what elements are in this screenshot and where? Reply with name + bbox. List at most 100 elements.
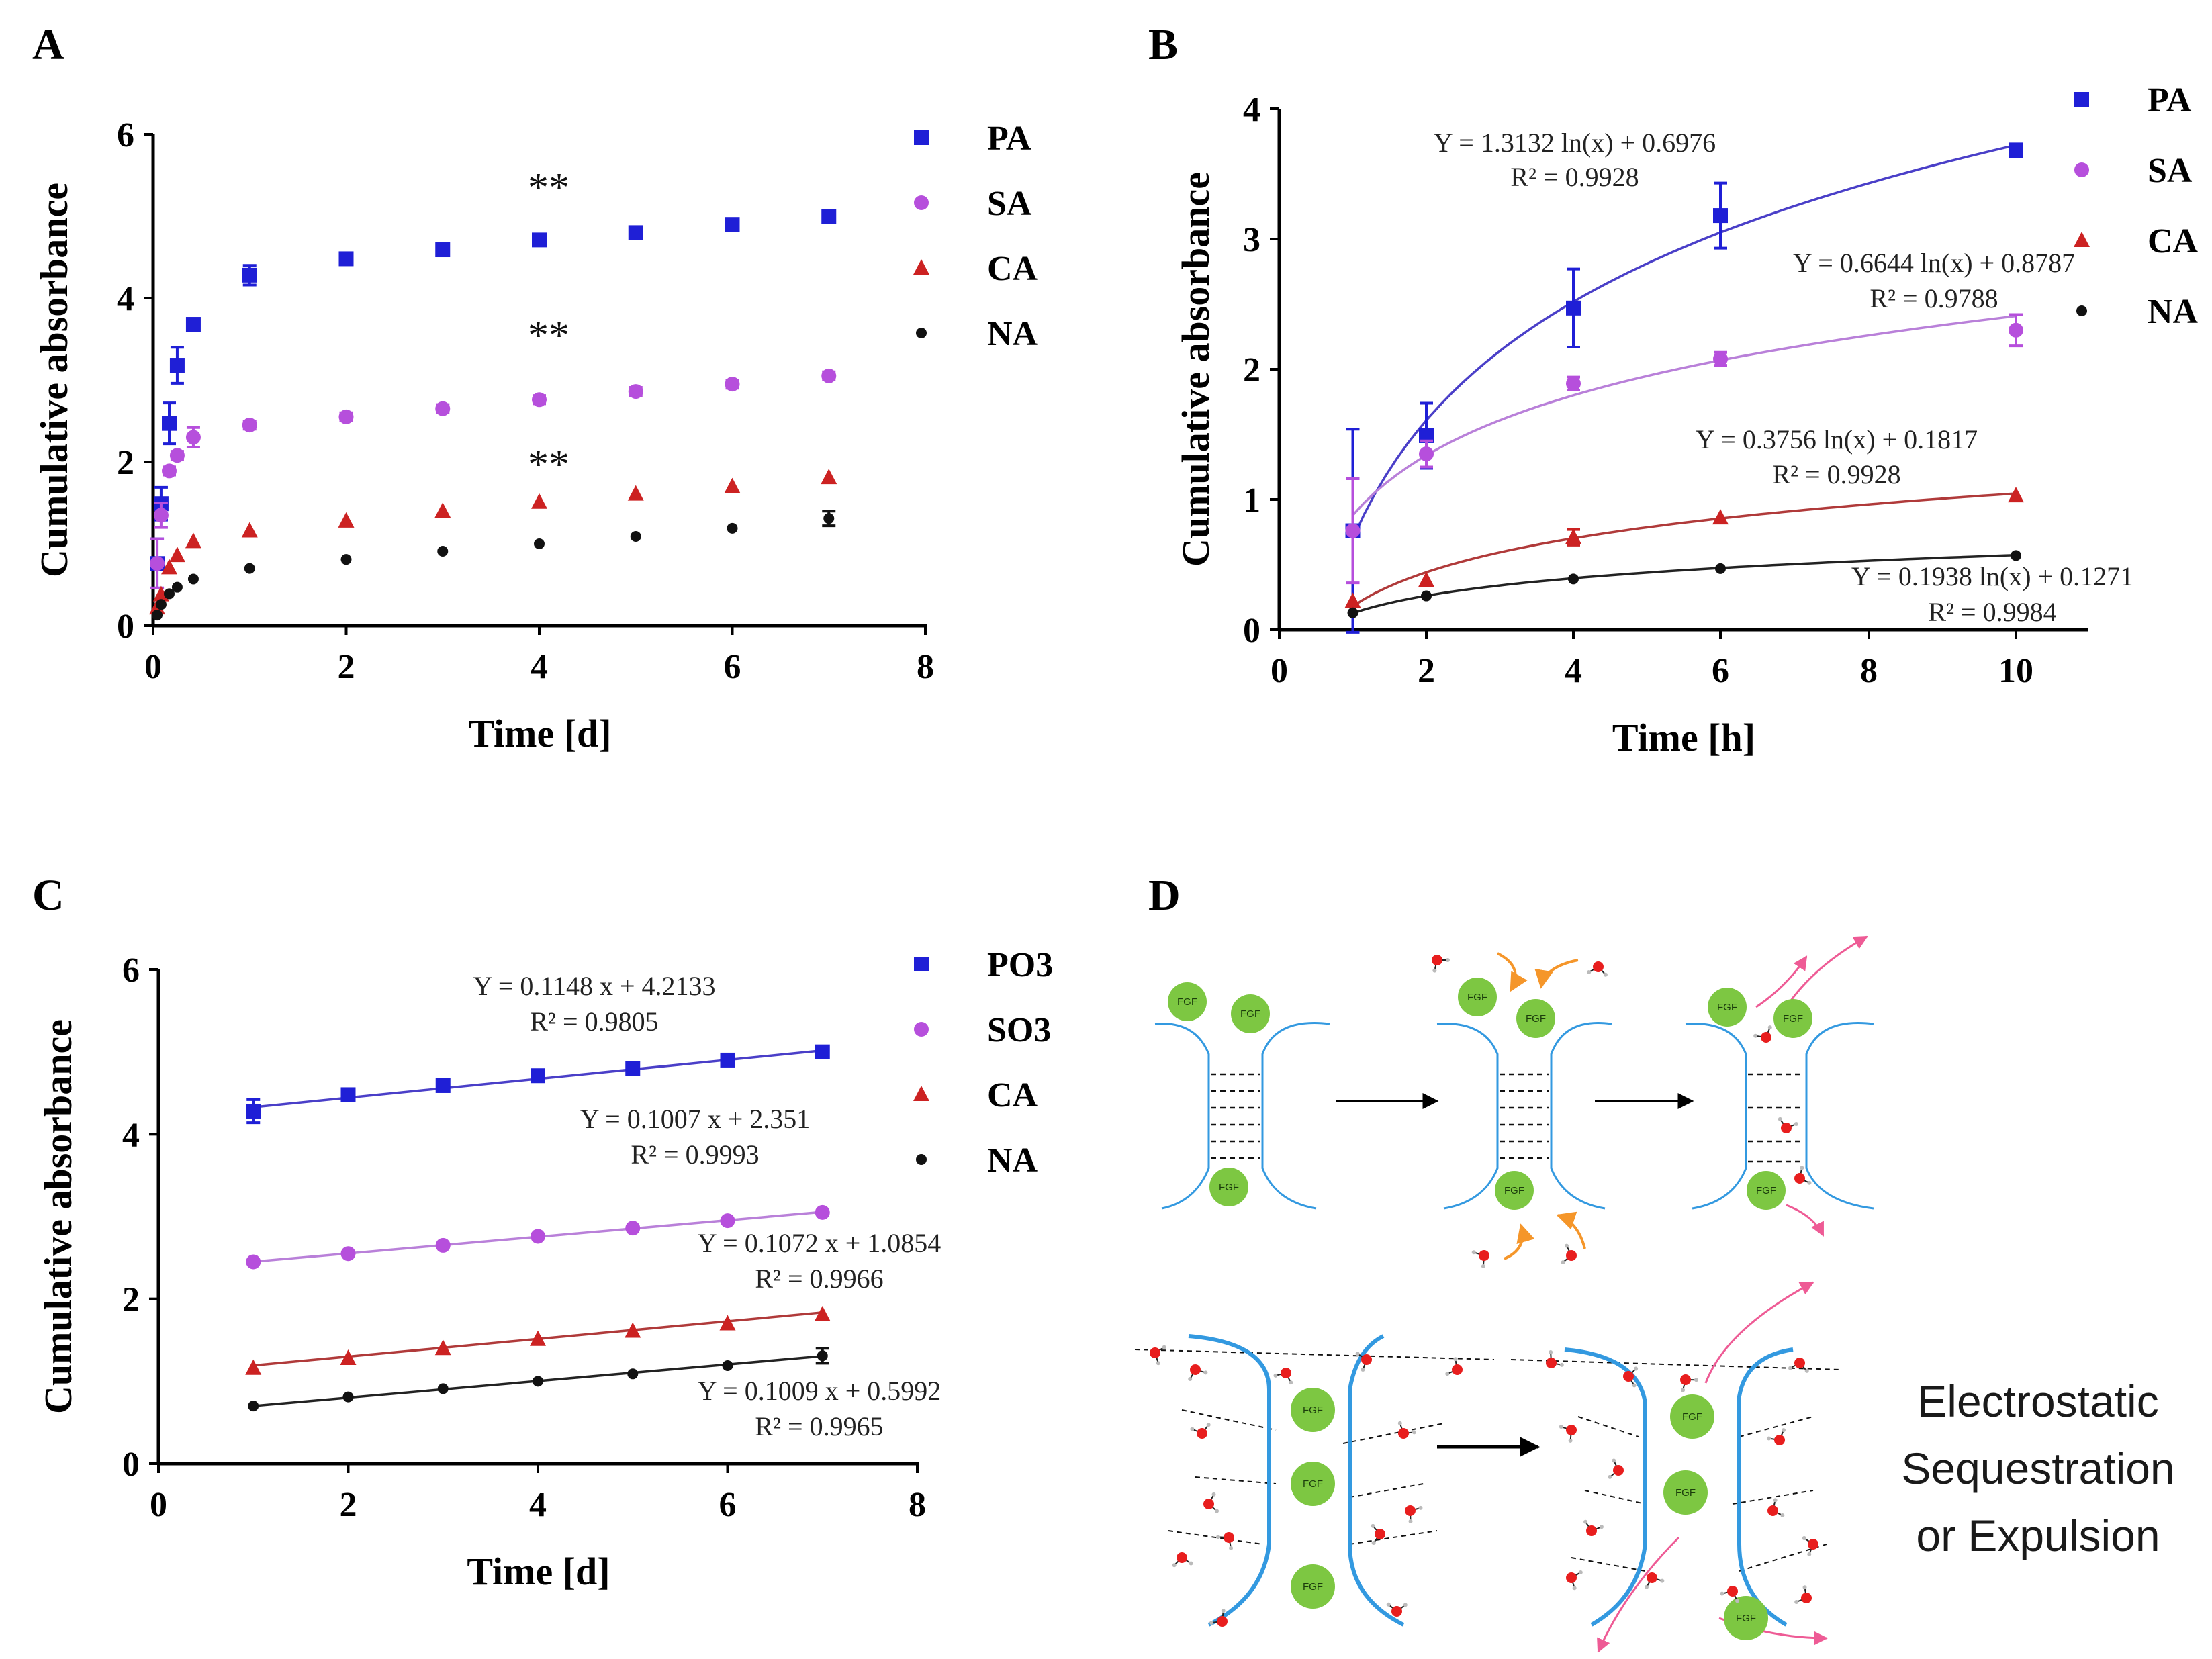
legend-label: CA: [2148, 222, 2199, 260]
data-point: [248, 1401, 259, 1412]
legend-marker: [916, 328, 927, 338]
hydrogen-atom: [1216, 1535, 1221, 1539]
data-point: [435, 401, 451, 416]
water-molecule: [1150, 1345, 1166, 1366]
hydrogen-atom: [1565, 1243, 1569, 1248]
hydrogen-atom: [1397, 1421, 1402, 1425]
y-tick-label: 4: [117, 280, 134, 318]
panel-label-c: C: [32, 871, 64, 920]
data-point: [338, 512, 355, 528]
fgf-circle: [1291, 1462, 1335, 1506]
oxygen-atom: [1767, 1505, 1778, 1516]
data-point: [242, 267, 257, 283]
water-molecule: [1405, 1505, 1423, 1523]
hydrogen-atom: [1229, 1546, 1234, 1550]
fit-r2: R² = 0.9993: [631, 1139, 759, 1170]
oxygen-atom: [1794, 1358, 1805, 1368]
x-tick-label: 0: [1271, 652, 1288, 690]
water-molecule: [1778, 1117, 1798, 1133]
hydrogen-atom: [1418, 1505, 1423, 1510]
x-tick-label: 0: [150, 1486, 167, 1524]
legend-label: PA: [987, 120, 1031, 158]
hydrogen-atom: [1773, 1498, 1778, 1503]
oxygen-atom: [1217, 1616, 1228, 1627]
fit-r2: R² = 0.9805: [530, 1006, 658, 1037]
fgf-protein: FGF: [1747, 1171, 1786, 1210]
data-point: [815, 1204, 830, 1220]
oxygen-atom: [1761, 1032, 1771, 1043]
hydrogen-atom: [1644, 1584, 1649, 1589]
water-molecule: [1445, 1357, 1463, 1376]
fgf-circle: [1670, 1394, 1714, 1439]
data-point: [1565, 528, 1581, 544]
data-point: [630, 531, 641, 542]
water-molecule: [1172, 1552, 1193, 1568]
data-point: [152, 585, 169, 602]
hydrogen-bonds: [1500, 1073, 1549, 1159]
polymer-chain: [1550, 1022, 1612, 1210]
hydrogen-atom: [1778, 1117, 1782, 1121]
data-point: [1418, 571, 1434, 587]
data-point: [628, 384, 643, 399]
legend-marker: [916, 1154, 927, 1165]
y-tick-label: 3: [1243, 221, 1260, 259]
data-point: [434, 1339, 451, 1356]
water-molecule: [1720, 1586, 1740, 1603]
data-point: [164, 588, 175, 600]
fit-r2: R² = 0.9966: [755, 1264, 883, 1294]
hydrogen-atom: [1156, 1361, 1160, 1366]
data-point: [625, 1061, 641, 1076]
data-point: [185, 317, 201, 332]
data-point: [245, 1359, 262, 1375]
chart-b: 0 2 4 6 8 10 0 1 2 3 4 Time [h] Cumulative absorbanc…: [1174, 81, 2199, 759]
water-molecule: [1386, 1602, 1408, 1617]
water-molecule: [1623, 1366, 1639, 1388]
caption-line-3: or Expulsion: [1916, 1511, 2160, 1560]
fgf-protein: FGF: [1670, 1394, 1714, 1439]
fit-equation: Y = 0.1938 ln(x) + 0.1271: [1851, 561, 2133, 591]
fgf-protein: FGF: [1516, 999, 1555, 1038]
fgf-circle: [1231, 994, 1270, 1033]
fit-curve-pa: [1351, 144, 2017, 540]
series-na: [152, 510, 836, 621]
data-point: [1566, 300, 1581, 316]
fgf-label: FGF: [1526, 1013, 1546, 1025]
hydrogen-atom: [1634, 1366, 1639, 1371]
hydrogen-atom: [1572, 1586, 1577, 1591]
water-molecule: [1566, 1570, 1583, 1591]
hydrogen-atom: [1802, 1536, 1806, 1541]
legend-label: PO3: [987, 946, 1053, 984]
data-point: [821, 469, 837, 485]
fit-equation: Y = 0.1007 x + 2.351: [580, 1104, 811, 1134]
data-point: [340, 1087, 356, 1102]
data-point: [340, 1349, 357, 1365]
structure-top-1: [1154, 1021, 1330, 1210]
hydrogen-atom: [1561, 1260, 1565, 1265]
pink-arrow: [1755, 955, 1808, 1008]
x-axis-title: Time [d]: [468, 712, 611, 755]
hydrogen-atom: [1660, 1578, 1665, 1583]
y-axis-title: Cumulative absorbance: [36, 1019, 80, 1414]
data-point: [627, 1368, 639, 1380]
hydrogen-atom: [1189, 1561, 1193, 1566]
data-point: [532, 392, 547, 408]
oxygen-atom: [1375, 1529, 1385, 1539]
fgf-label: FGF: [1783, 1013, 1803, 1025]
fgf-label: FGF: [1303, 1478, 1323, 1490]
legend-label: NA: [2148, 293, 2199, 331]
data-point: [1713, 208, 1728, 224]
water-molecule: [1767, 1428, 1786, 1445]
x-tick-label: 8: [909, 1486, 926, 1524]
data-point: [342, 1391, 354, 1403]
data-point: [153, 508, 169, 523]
oxygen-atom: [1479, 1250, 1489, 1261]
oxygen-atom: [1361, 1354, 1372, 1365]
fit-r2: R² = 0.9965: [755, 1411, 883, 1441]
data-point: [625, 1221, 641, 1236]
polymer-chain: [1154, 1023, 1210, 1210]
oxygen-atom: [1586, 1525, 1597, 1536]
fgf-proteins: FGF FGF FGF FGF FGF FGF FGF FGF FGF FGF FGF FGF FGF F…: [1168, 978, 1812, 1640]
hydrogen-atom: [1802, 1585, 1807, 1590]
data-point: [1419, 428, 1434, 443]
